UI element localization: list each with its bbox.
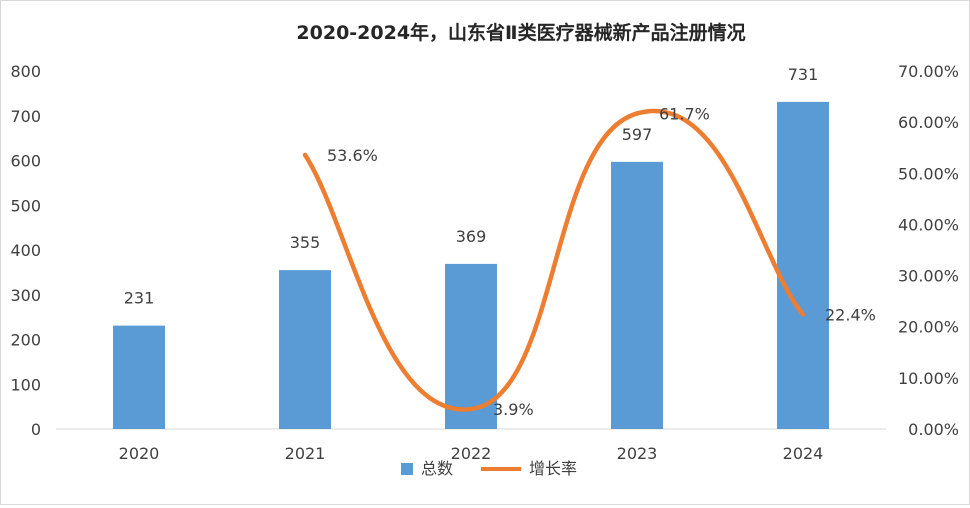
- chart-title: 2020-2024年，山东省Ⅱ类医疗器械新产品注册情况: [296, 21, 745, 44]
- legend-swatch-bar: [401, 463, 413, 475]
- y-left-tick-label: 200: [10, 331, 41, 350]
- y-left-tick-label: 800: [10, 62, 41, 81]
- y-right-tick-label: 10.00%: [898, 369, 959, 388]
- y-left-tick-label: 100: [10, 375, 41, 394]
- bar: [611, 161, 663, 429]
- y-right-tick-label: 30.00%: [898, 267, 959, 286]
- line-data-label: 22.4%: [825, 305, 876, 324]
- line-data-label: 61.7%: [659, 104, 710, 123]
- y-left-tick-label: 400: [10, 241, 41, 260]
- y-right-tick-label: 40.00%: [898, 215, 959, 234]
- y-left-tick-label: 0: [31, 420, 41, 439]
- x-tick-label: 2020: [119, 444, 160, 463]
- y-right-tick-label: 0.00%: [908, 420, 959, 439]
- bar-data-label: 355: [290, 233, 321, 252]
- bar-data-label: 231: [124, 289, 155, 308]
- legend: 总数 增长率: [401, 459, 577, 478]
- y-left-tick-label: 500: [10, 196, 41, 215]
- bar-data-label: 369: [456, 227, 487, 246]
- y-right-tick-label: 20.00%: [898, 318, 959, 337]
- line-data-label: 53.6%: [327, 146, 378, 165]
- y-left-tick-label: 300: [10, 286, 41, 305]
- x-tick-label: 2021: [285, 444, 326, 463]
- bar: [777, 101, 829, 429]
- x-tick-label: 2024: [783, 444, 824, 463]
- y-right-tick-label: 60.00%: [898, 113, 959, 132]
- axes-group: 0 100 200 300 400 500 600 700 800 0.00% 10.00% 20.0…: [10, 62, 959, 463]
- legend-label-line: 增长率: [529, 459, 577, 478]
- x-tick-label: 2022: [451, 444, 492, 463]
- y-right-tick-label: 50.00%: [898, 164, 959, 183]
- data-labels-group: 231 355 369 597 731 53.6% 3.9% 61.7% 22.4%: [124, 65, 876, 419]
- line-data-label: 3.9%: [493, 400, 534, 419]
- bar-data-label: 597: [622, 125, 653, 144]
- legend-label-bar: 总数: [421, 459, 453, 478]
- bar: [279, 270, 331, 429]
- growth-rate-line: [302, 108, 806, 412]
- bars-group: [113, 101, 829, 429]
- line-group: [302, 108, 806, 412]
- bar: [113, 325, 165, 429]
- y-right-tick-label: 70.00%: [898, 62, 959, 81]
- y-left-tick-label: 700: [10, 107, 41, 126]
- x-tick-label: 2023: [617, 444, 658, 463]
- y-left-tick-label: 600: [10, 152, 41, 171]
- bar-data-label: 731: [788, 65, 819, 84]
